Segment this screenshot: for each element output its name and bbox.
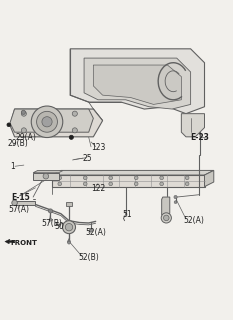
Circle shape: [21, 111, 26, 116]
Circle shape: [68, 241, 70, 244]
Polygon shape: [162, 197, 170, 217]
Text: 52(A): 52(A): [184, 216, 205, 225]
Text: 51: 51: [122, 210, 132, 219]
Polygon shape: [84, 58, 191, 109]
Circle shape: [68, 240, 70, 243]
Polygon shape: [205, 171, 214, 187]
Text: 1: 1: [10, 163, 15, 172]
Circle shape: [160, 182, 164, 186]
Polygon shape: [52, 171, 214, 175]
Circle shape: [109, 176, 113, 180]
Circle shape: [185, 182, 189, 186]
Text: 50: 50: [54, 221, 64, 230]
Circle shape: [134, 176, 138, 180]
Circle shape: [12, 200, 17, 206]
Circle shape: [174, 196, 177, 199]
Circle shape: [89, 229, 93, 232]
Circle shape: [62, 221, 75, 234]
Polygon shape: [52, 175, 205, 187]
Circle shape: [49, 218, 52, 221]
Circle shape: [72, 111, 77, 116]
Polygon shape: [70, 49, 205, 114]
Circle shape: [109, 182, 113, 186]
Text: 122: 122: [91, 184, 105, 194]
Polygon shape: [181, 114, 205, 137]
Polygon shape: [10, 109, 103, 137]
Polygon shape: [33, 173, 58, 180]
Text: 123: 123: [91, 143, 105, 152]
Circle shape: [42, 117, 52, 127]
Circle shape: [134, 182, 138, 186]
Circle shape: [48, 209, 53, 213]
Bar: [66, 202, 72, 206]
Circle shape: [31, 106, 63, 138]
Polygon shape: [93, 65, 181, 104]
Circle shape: [185, 176, 189, 180]
Circle shape: [174, 201, 177, 204]
Circle shape: [7, 123, 11, 127]
Text: 57(B): 57(B): [41, 219, 62, 228]
Circle shape: [83, 176, 87, 180]
Circle shape: [37, 111, 58, 132]
Circle shape: [65, 223, 73, 231]
Text: 52(B): 52(B): [78, 253, 99, 262]
Text: 57(A): 57(A): [9, 205, 30, 214]
Circle shape: [58, 182, 62, 186]
Circle shape: [72, 128, 77, 133]
Circle shape: [160, 176, 164, 180]
Circle shape: [69, 135, 73, 140]
Text: 29(B): 29(B): [7, 139, 28, 148]
Polygon shape: [5, 239, 15, 244]
Circle shape: [161, 213, 171, 223]
Text: E-15: E-15: [11, 193, 30, 202]
Text: FRONT: FRONT: [10, 240, 38, 246]
Circle shape: [58, 176, 62, 180]
Polygon shape: [33, 171, 63, 173]
Polygon shape: [15, 201, 35, 205]
Polygon shape: [10, 109, 93, 132]
Circle shape: [21, 128, 26, 133]
Text: 52(A): 52(A): [85, 228, 106, 237]
Text: 25: 25: [83, 154, 93, 163]
Text: 29(A): 29(A): [16, 133, 37, 142]
Text: E-23: E-23: [191, 133, 209, 142]
Circle shape: [83, 182, 87, 186]
Circle shape: [21, 110, 25, 114]
Circle shape: [43, 173, 49, 179]
Circle shape: [164, 215, 169, 221]
